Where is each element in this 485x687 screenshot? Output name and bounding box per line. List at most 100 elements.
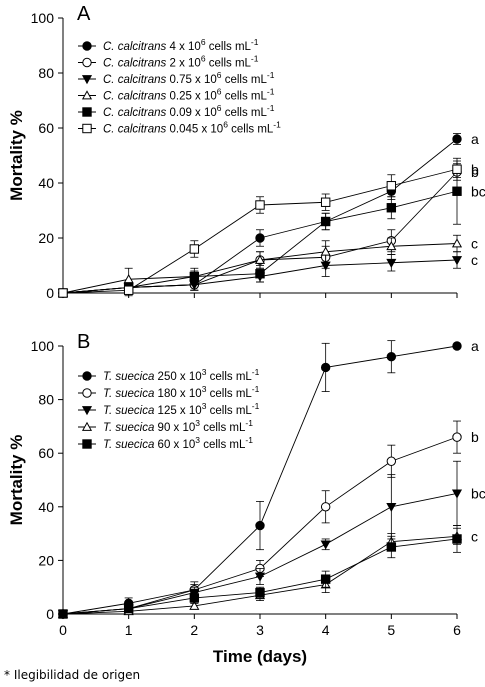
panel-a-legend-label: C. calcitrans 0.75 x 106 cells mL-1	[103, 70, 275, 86]
panel-a-data-point	[255, 233, 265, 243]
panel-b-legend-label: T. suecica 90 x 103 cells mL-1	[103, 418, 253, 434]
panel-b-data-point	[320, 574, 331, 584]
panel-a-data-point	[452, 134, 462, 144]
panel-a-y-tick-label: 20	[38, 230, 54, 246]
panel-b-legend-marker	[81, 421, 93, 431]
panel-a-series-6	[58, 160, 462, 298]
panel-b-x-tick-label: 4	[322, 622, 330, 638]
panel-a-data-point	[255, 269, 265, 279]
panel-a-y-tick-label: 0	[46, 285, 54, 301]
panel-b-x-tick-label: 1	[125, 622, 133, 638]
panel-b-y-tick-label: 40	[38, 499, 54, 515]
panel-a-data-point	[320, 216, 331, 227]
panel-a-data-point	[386, 181, 397, 191]
panel-a-series-5	[58, 157, 462, 298]
panel-b-data-point	[451, 489, 463, 499]
panel-b-legend-item-5: T. suecica 60 x 103 cells mL-1	[78, 435, 253, 451]
panel-a-data-point	[451, 256, 463, 266]
panel-b-legend-item-2: T. suecica 180 x 103 cells mL-1	[78, 384, 260, 400]
panel-a-y-axis-title: Mortality %	[7, 110, 26, 201]
panel-b-legend-marker	[82, 439, 92, 449]
panel-b-legend-label: T. suecica 60 x 103 cells mL-1	[103, 435, 253, 451]
panel-b-y-tick-label: 60	[38, 445, 54, 461]
panel-b-significance-letter: c	[471, 528, 478, 544]
panel-b-data-point	[452, 341, 462, 351]
panel-b-data-point	[320, 362, 331, 373]
panel-b-legend-marker	[81, 406, 93, 416]
footnote: * Ilegibilidad de origen	[4, 668, 141, 682]
panel-a-data-point	[123, 285, 134, 295]
panel-a-legend-label: C. calcitrans 0.09 x 106 cells mL-1	[103, 103, 275, 119]
panel-b-significance-letter: b	[471, 429, 479, 445]
panel-a-significance-letter: c	[471, 252, 478, 268]
panel-b-data-point	[189, 600, 200, 610]
panel-b-y-tick-label: 80	[38, 392, 54, 408]
panel-a-y-tick-label: 80	[38, 65, 54, 81]
panel-b-y-axis-title: Mortality %	[7, 435, 26, 526]
panel-a-significance-letter: bc	[471, 183, 485, 199]
panel-a-legend-marker	[82, 57, 92, 68]
panel-a-legend-item-2: C. calcitrans 2 x 106 cells mL-1	[78, 54, 259, 70]
panel-a-data-point	[123, 274, 134, 284]
panel-b-label: B	[77, 331, 90, 353]
panel-a-data-point	[386, 258, 397, 268]
panel-a-y-tick-label: 40	[38, 175, 54, 191]
panel-b-data-point	[320, 502, 331, 512]
panel-a-data-point	[451, 238, 463, 248]
panel-b-x-axis-title: Time (days)	[213, 647, 307, 666]
panel-b-y-tick-label: 20	[38, 552, 54, 568]
panel-a-legend-marker	[82, 107, 92, 117]
panel-a-label: A	[77, 3, 91, 25]
panel-b-data-point	[189, 593, 200, 603]
panel-a-legend-label: C. calcitrans 2 x 106 cells mL-1	[103, 54, 259, 70]
panel-a-legend-label: C. calcitrans 4 x 106 cells mL-1	[103, 37, 259, 53]
panel-b-x-tick-label: 3	[256, 622, 264, 638]
panel-a-legend-label: C. calcitrans 0.25 x 106 cells mL-1	[103, 87, 275, 103]
panel-a-significance-letter: b	[471, 161, 479, 177]
panel-a-data-point	[386, 241, 397, 251]
panel-b-x-tick-label: 2	[190, 622, 198, 638]
panel-a-data-point	[189, 271, 200, 282]
panel-b-significance-letter: bc	[471, 485, 485, 501]
panel-b-legend-label: T. suecica 250 x 103 cells mL-1	[103, 367, 260, 383]
panel-a-legend-item-3: C. calcitrans 0.75 x 106 cells mL-1	[78, 70, 275, 86]
panel-a-legend-marker	[82, 41, 92, 51]
panel-a-data-point	[255, 200, 265, 210]
panel-b-data-point	[58, 609, 68, 619]
panel-b-legend-marker	[82, 388, 92, 398]
panel-b-x-tick-label: 5	[387, 622, 395, 638]
panel-a-legend-label: C. calcitrans 0.045 x 106 cells mL-1	[103, 120, 281, 136]
panel-b-data-point	[386, 502, 397, 513]
panel-a-data-point	[452, 164, 462, 174]
panel-a-data-point	[386, 203, 397, 213]
panel-b-data-point	[123, 603, 134, 614]
panel-a-significance-letter: a	[471, 131, 479, 147]
panel-a-y-tick-label: 60	[38, 120, 54, 136]
panel-a-legend-item-1: C. calcitrans 4 x 106 cells mL-1	[78, 37, 259, 53]
panel-b-series-5	[58, 525, 462, 619]
panel-b-data-point	[386, 352, 397, 362]
panel-b-legend-label: T. suecica 125 x 103 cells mL-1	[103, 401, 260, 417]
panel-a-data-point	[189, 244, 200, 254]
panel-b-data-point	[254, 572, 266, 582]
panel-a-legend-item-6: C. calcitrans 0.045 x 106 cells mL-1	[78, 120, 281, 136]
panel-b-data-point	[386, 542, 397, 552]
panel-a-data-point	[320, 197, 331, 207]
panel-b-x-tick-label: 6	[453, 622, 461, 638]
panel-a-significance-letter: b	[471, 164, 479, 180]
panel-a-y-tick-label: 100	[31, 10, 55, 26]
panel-b-legend-label: T. suecica 180 x 103 cells mL-1	[103, 384, 260, 400]
panel-a-legend-marker	[81, 90, 93, 100]
panel-b-legend-marker	[82, 371, 92, 381]
panel-a-data-point	[58, 288, 68, 298]
panel-b-legend-item-1: T. suecica 250 x 103 cells mL-1	[78, 367, 260, 383]
panel-b-legend-item-4: T. suecica 90 x 103 cells mL-1	[78, 418, 253, 434]
panel-a-data-point	[320, 246, 331, 256]
panel-b-significance-letter: a	[471, 338, 479, 354]
panel-a-significance-letter: c	[471, 236, 478, 252]
panel-a-legend-item-5: C. calcitrans 0.09 x 106 cells mL-1	[78, 103, 275, 119]
panel-a-legend-marker	[82, 123, 92, 134]
panel-b-data-point	[255, 520, 265, 531]
panel-a-legend-item-4: C. calcitrans 0.25 x 106 cells mL-1	[78, 87, 275, 103]
